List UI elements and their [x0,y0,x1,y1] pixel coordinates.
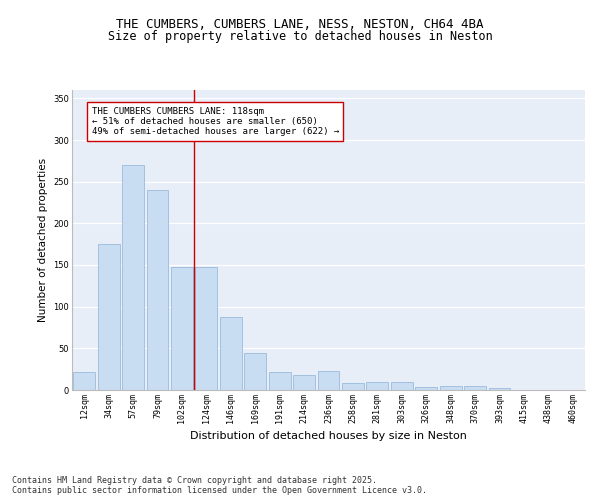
Bar [196,266,217,390]
Bar [415,386,437,390]
Bar [171,266,193,390]
Bar [342,384,364,390]
Text: THE CUMBERS CUMBERS LANE: 118sqm
← 51% of detached houses are smaller (650)
49% : THE CUMBERS CUMBERS LANE: 118sqm ← 51% o… [92,106,339,136]
Bar [269,372,290,390]
Text: Contains HM Land Registry data © Crown copyright and database right 2025.
Contai: Contains HM Land Registry data © Crown c… [12,476,427,495]
Bar [122,165,144,390]
Bar [244,352,266,390]
Bar [440,386,461,390]
X-axis label: Distribution of detached houses by size in Neston: Distribution of detached houses by size … [190,431,467,441]
Bar [293,375,315,390]
Bar [220,316,242,390]
Bar [488,388,511,390]
Bar [98,244,119,390]
Y-axis label: Number of detached properties: Number of detached properties [38,158,48,322]
Text: Size of property relative to detached houses in Neston: Size of property relative to detached ho… [107,30,493,43]
Text: THE CUMBERS, CUMBERS LANE, NESS, NESTON, CH64 4BA: THE CUMBERS, CUMBERS LANE, NESS, NESTON,… [116,18,484,30]
Bar [464,386,486,390]
Bar [391,382,413,390]
Bar [146,190,169,390]
Bar [317,371,340,390]
Bar [73,372,95,390]
Bar [367,382,388,390]
